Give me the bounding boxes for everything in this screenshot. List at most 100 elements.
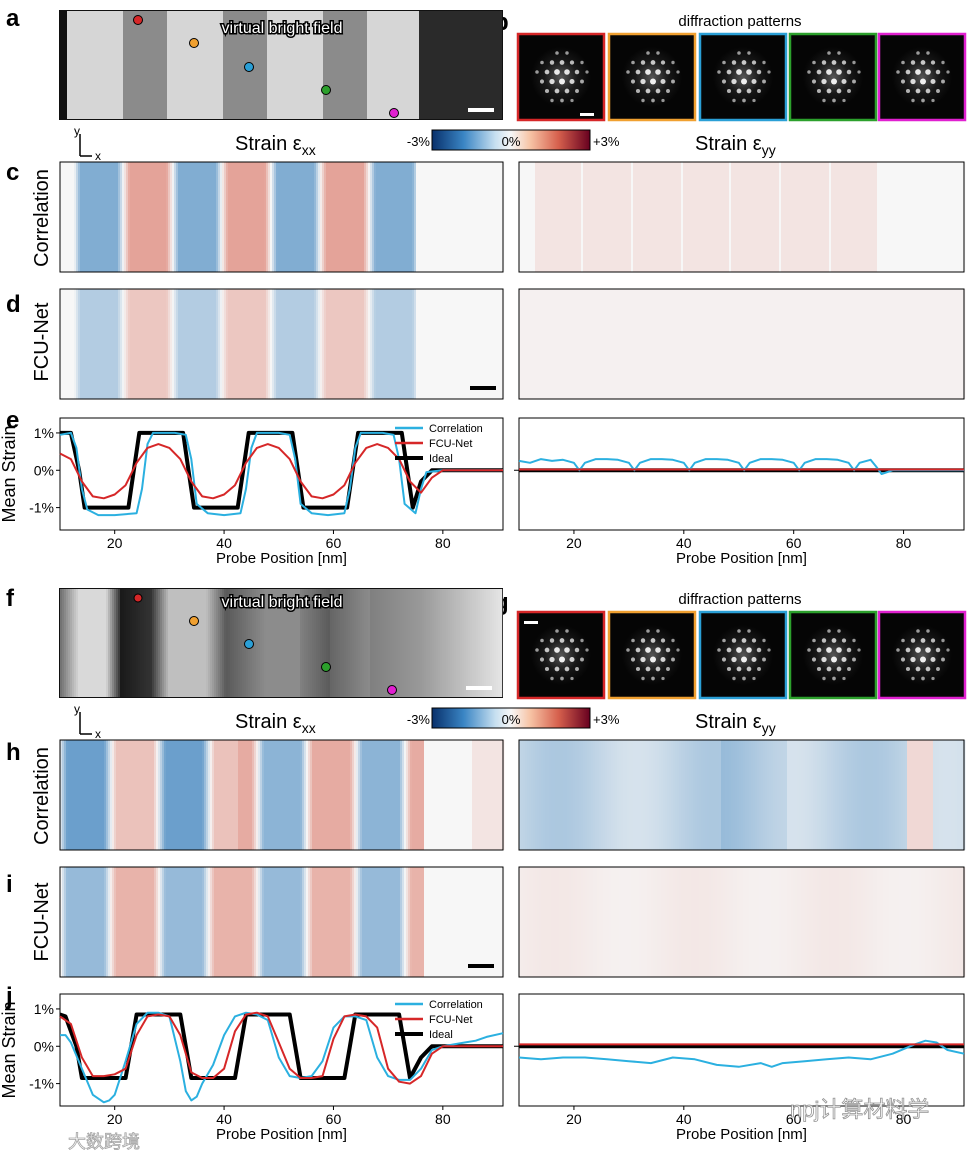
probe-marker-magenta: [389, 108, 399, 118]
series-line-fcunet: [59, 1011, 503, 1085]
probe-marker-blue: [244, 62, 254, 72]
x-tick-label: 60: [786, 535, 802, 551]
diffraction-pattern: [877, 32, 967, 122]
vbf-title-top: virtual bright field: [222, 20, 343, 37]
row-label-correlation-top: Correlation: [31, 169, 53, 267]
diffraction-patterns-top: [516, 32, 967, 122]
x-tick-label: 40: [676, 1111, 692, 1127]
bottom-section: f g h i j virtual bright field diffracti…: [5, 585, 967, 1010]
series-line-correlation: [518, 458, 964, 475]
x-tick-label: 60: [326, 1111, 342, 1127]
svg-text:y: y: [74, 124, 80, 138]
watermark-left: 大数跨境: [68, 1132, 140, 1152]
chart-j-right: 20 40 60 80 Probe Position [nm]: [514, 993, 965, 1143]
diffraction-title-top: diffraction patterns: [678, 13, 801, 30]
x-tick-label: 20: [107, 535, 123, 551]
x-tick-label: 60: [326, 535, 342, 551]
strain-map-d-xx: [59, 288, 505, 400]
strain-xx-title-top: Strain εxx: [235, 133, 316, 158]
strain-map-d-yy: [518, 288, 966, 400]
legend-label: Correlation: [429, 423, 483, 435]
scale-bar: [470, 386, 496, 390]
plot-frame: [518, 993, 965, 1107]
panel-label-d: d: [6, 291, 21, 318]
scale-bar: [580, 113, 594, 116]
probe-marker-blue: [244, 639, 254, 649]
scale-bar: [468, 964, 494, 968]
watermark-right: npj计算材料学: [790, 1097, 929, 1122]
diffraction-pattern: [516, 32, 606, 122]
x-tick-label: 40: [216, 1111, 232, 1127]
legend-label: Ideal: [429, 1029, 453, 1041]
strain-map-c-xx: [59, 161, 505, 273]
strain-map-h-yy: [518, 739, 966, 851]
probe-marker-orange: [189, 38, 199, 48]
y-tick-label: 0%: [34, 1038, 54, 1054]
diffraction-pattern: [607, 610, 697, 700]
diffraction-title-bottom: diffraction patterns: [678, 591, 801, 608]
series-line-ideal: [60, 430, 503, 510]
strain-map-i-xx: [59, 866, 505, 978]
diffraction-pattern: [788, 32, 878, 122]
y-tick-label: 1%: [34, 425, 54, 441]
x-tick-label: 60: [786, 1111, 802, 1127]
y-tick-label: -1%: [29, 500, 54, 516]
legend-label: FCU-Net: [429, 438, 472, 450]
x-tick-label: 80: [896, 535, 912, 551]
y-tick-label: 0%: [34, 462, 54, 478]
svg-text:y: y: [74, 702, 80, 716]
svg-text:+3%: +3%: [593, 712, 620, 727]
x-axis-label: Probe Position [nm]: [676, 550, 807, 567]
svg-text:+3%: +3%: [593, 134, 620, 149]
x-tick-label: 80: [896, 1111, 912, 1127]
strain-map-i-yy: [518, 866, 966, 978]
panel-label-f: f: [6, 585, 15, 612]
row-label-correlation-bottom: Correlation: [31, 747, 53, 845]
y-axis-label: Mean Strain: [0, 425, 19, 522]
probe-marker-green: [321, 85, 331, 95]
diffraction-patterns-bottom: [516, 610, 967, 700]
probe-marker-orange: [189, 616, 199, 626]
svg-text:0%: 0%: [502, 134, 521, 149]
diffraction-pattern: [698, 32, 788, 122]
y-axis-label: Mean Strain: [0, 1001, 19, 1098]
svg-text:x: x: [95, 727, 101, 741]
panel-label-j: j: [5, 983, 13, 1010]
scale-bar: [466, 686, 492, 690]
x-tick-label: 20: [566, 535, 582, 551]
strain-yy-title-top: Strain εyy: [695, 133, 776, 158]
y-tick-label: -1%: [29, 1076, 54, 1092]
axes-indicator: y x: [74, 702, 101, 741]
probe-marker-magenta: [387, 685, 397, 695]
x-tick-label: 80: [435, 1111, 451, 1127]
strain-xx-title-bottom: Strain εxx: [235, 711, 316, 736]
scale-bar: [524, 621, 538, 624]
vbf-image-top: virtual bright field: [59, 10, 503, 120]
panel-label-e: e: [6, 407, 19, 434]
x-tick-label: 40: [216, 535, 232, 551]
colorbar-bottom: -3% 0% +3%: [407, 707, 620, 729]
diffraction-pattern: [607, 32, 697, 122]
diffraction-pattern: [698, 610, 788, 700]
top-section: a b c d e virtual bright field diffracti…: [6, 5, 967, 434]
row-label-fcunet-top: FCU-Net: [31, 302, 53, 381]
diffraction-pattern: [788, 610, 878, 700]
x-tick-label: 20: [566, 1111, 582, 1127]
x-tick-label: 40: [676, 535, 692, 551]
svg-text:-3%: -3%: [407, 134, 431, 149]
panel-label-a: a: [6, 5, 20, 32]
chart-e-left: 20 40 60 80 1% 0% -1% Probe Position [nm] Mean S…: [0, 417, 504, 567]
probe-marker-green: [321, 662, 331, 672]
legend-label: Ideal: [429, 453, 453, 465]
diffraction-pattern: [516, 610, 606, 700]
chart-j-left: 20 40 60 80 1% 0% -1% Probe Position [nm] Mean S…: [0, 993, 504, 1143]
x-axis-label: Probe Position [nm]: [216, 550, 347, 567]
axes-indicator: y x: [74, 124, 101, 163]
panel-label-c: c: [6, 159, 19, 186]
probe-marker-red: [133, 15, 143, 25]
y-tick-label: 1%: [34, 1001, 54, 1017]
legend-label: Correlation: [429, 999, 483, 1011]
svg-text:-3%: -3%: [407, 712, 431, 727]
series-line-correlation: [59, 431, 503, 517]
